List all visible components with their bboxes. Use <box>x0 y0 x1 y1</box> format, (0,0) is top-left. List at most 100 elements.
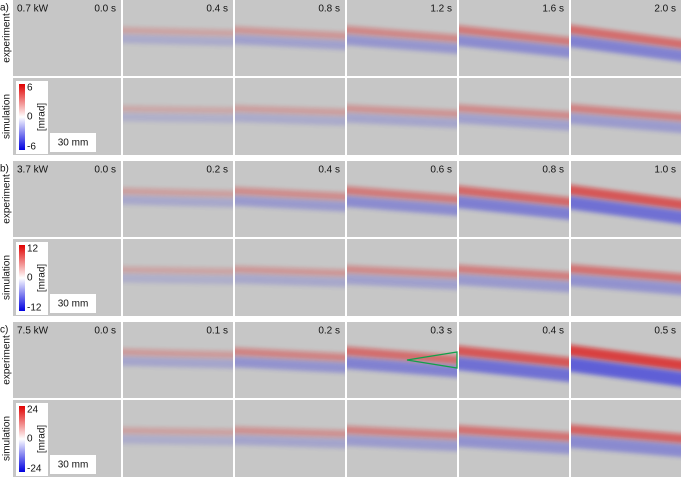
image-panel <box>235 400 345 477</box>
time-label: 0.4 s <box>318 165 340 176</box>
red-band <box>123 427 233 436</box>
blue-band <box>235 435 345 449</box>
blue-band <box>347 195 457 216</box>
colorbar <box>19 406 25 472</box>
red-band <box>459 25 569 46</box>
red-band <box>571 184 681 210</box>
annotation-triangle <box>406 351 458 369</box>
image-panel <box>459 239 569 316</box>
blue-band <box>571 35 681 62</box>
image-panel <box>571 78 681 155</box>
blue-band <box>123 356 233 369</box>
colorbar-tick-label: 0 <box>27 273 33 284</box>
time-label: 1.0 s <box>654 165 676 176</box>
power-label: 0.7 kW <box>17 4 49 15</box>
image-panel <box>235 322 345 398</box>
red-band <box>123 105 233 114</box>
row-label: experiment <box>2 335 13 385</box>
red-band <box>235 426 345 438</box>
blue-band <box>347 113 457 129</box>
image-panel <box>123 400 233 477</box>
panel-background <box>13 0 121 76</box>
colorbar-tick-label: 12 <box>27 244 39 255</box>
group-label: b) <box>0 164 9 175</box>
blue-band <box>571 435 681 458</box>
scale-label: 30 mm <box>58 299 89 310</box>
blue-band <box>459 356 569 382</box>
time-label: 0.8 s <box>318 4 340 15</box>
red-band <box>347 425 457 440</box>
red-band <box>459 264 569 281</box>
time-label: 0.8 s <box>542 165 564 176</box>
image-panel <box>13 0 121 76</box>
image-panel <box>123 322 233 398</box>
red-band <box>123 266 233 275</box>
image-panel <box>13 161 121 237</box>
scale-box <box>50 455 96 474</box>
image-panel <box>459 400 569 477</box>
scale-box <box>50 294 96 313</box>
red-band <box>459 425 569 442</box>
red-band <box>347 186 457 204</box>
time-label: 0.0 s <box>94 326 116 337</box>
image-panel <box>571 400 681 477</box>
red-band <box>571 344 681 371</box>
colorbar-tick-label: 0 <box>27 112 33 123</box>
image-panel <box>123 78 233 155</box>
colorbar-tick-label: 0 <box>27 434 33 445</box>
image-panel <box>123 239 233 316</box>
row-label: experiment <box>2 13 13 63</box>
blue-band <box>571 113 681 134</box>
blue-band <box>235 195 345 212</box>
panel-background <box>13 161 121 237</box>
colorbar-unit: [mrad] <box>37 103 48 132</box>
scale-box <box>50 133 96 152</box>
time-label: 0.2 s <box>318 326 340 337</box>
row-label: simulation <box>2 416 13 461</box>
time-label: 0.4 s <box>206 4 228 15</box>
image-panel <box>459 322 569 398</box>
colorbar-unit: [mrad] <box>37 264 48 293</box>
row-label: simulation <box>2 255 13 300</box>
colorbar-tick-label: -24 <box>27 464 42 475</box>
power-label: 3.7 kW <box>17 165 49 176</box>
red-band <box>571 264 681 283</box>
blue-band <box>123 112 233 124</box>
colorbar <box>19 245 25 311</box>
colorbar-tick-label: -6 <box>27 142 36 153</box>
image-panel <box>347 0 457 76</box>
time-label: 0.4 s <box>542 326 564 337</box>
time-label: 0.0 s <box>94 165 116 176</box>
image-panel <box>459 161 569 237</box>
image-panel <box>347 239 457 316</box>
colorbar-unit: [mrad] <box>37 425 48 454</box>
red-band <box>347 104 457 118</box>
red-band <box>347 346 457 365</box>
red-band <box>347 265 457 279</box>
blue-band <box>347 34 457 54</box>
blue-band <box>571 274 681 296</box>
image-panel <box>235 239 345 316</box>
image-panel <box>347 161 457 237</box>
time-label: 1.2 s <box>430 4 452 15</box>
image-panel <box>459 0 569 76</box>
row-label: experiment <box>2 174 13 224</box>
red-band <box>459 104 569 120</box>
image-panel <box>459 78 569 155</box>
red-band <box>571 424 681 444</box>
image-panel <box>571 322 681 398</box>
image-panel <box>235 78 345 155</box>
red-band <box>235 105 345 116</box>
blue-band <box>347 356 457 378</box>
red-band <box>235 187 345 201</box>
red-band <box>459 345 569 368</box>
colorbar <box>19 84 25 150</box>
red-band <box>235 347 345 362</box>
time-label: 0.6 s <box>430 165 452 176</box>
red-band <box>459 185 569 207</box>
image-panel <box>571 0 681 76</box>
red-band <box>123 26 233 37</box>
time-label: 0.3 s <box>430 326 452 337</box>
scale-label: 30 mm <box>58 138 89 149</box>
image-panel <box>235 161 345 237</box>
